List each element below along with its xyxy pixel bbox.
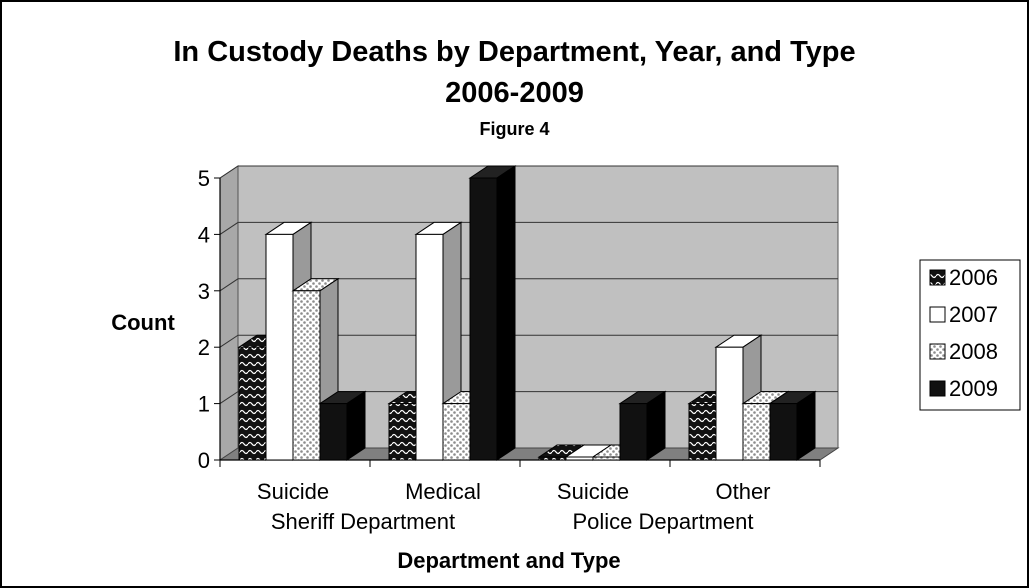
legend-label: 2006 xyxy=(949,265,998,290)
bar-front xyxy=(415,233,444,461)
bar-front xyxy=(688,403,717,461)
bar-front xyxy=(715,346,744,461)
y-tick-label: 2 xyxy=(198,335,210,360)
x-group-label: Sheriff Department xyxy=(271,509,455,534)
y-tick-label: 1 xyxy=(198,392,210,417)
legend-item-2006: 2006 xyxy=(929,265,998,290)
gridline xyxy=(219,278,838,292)
bar-front xyxy=(469,177,498,461)
bar-front xyxy=(442,403,471,461)
chart-title: In Custody Deaths by Department, Year, a… xyxy=(173,36,856,68)
legend-swatch xyxy=(929,343,946,360)
x-category-label: Suicide xyxy=(257,479,329,504)
x-category-label: Other xyxy=(715,479,770,504)
bar-2009-1 xyxy=(468,165,517,461)
bar-front xyxy=(292,290,321,461)
bar-2009-0 xyxy=(318,390,367,461)
legend-item-2008: 2008 xyxy=(929,339,998,364)
gridline xyxy=(219,221,838,235)
gridline xyxy=(219,165,838,179)
x-group-label: Police Department xyxy=(573,509,754,534)
legend-label: 2009 xyxy=(949,376,998,401)
x-category-label: Suicide xyxy=(557,479,629,504)
bar-front xyxy=(592,456,621,461)
x-category-label: Medical xyxy=(405,479,481,504)
legend-swatch xyxy=(929,306,946,323)
plot-side-wall xyxy=(219,165,239,461)
bar-side xyxy=(496,165,516,461)
bar-2007-1 xyxy=(414,221,463,461)
legend-label: 2007 xyxy=(949,302,998,327)
bar-2009-3 xyxy=(768,390,817,461)
y-tick-label: 0 xyxy=(198,448,210,473)
legend-item-2007: 2007 xyxy=(929,302,998,327)
bar-front xyxy=(238,346,267,461)
legend-item-2009: 2009 xyxy=(929,376,998,401)
bar-front xyxy=(619,403,648,461)
figure-label: Figure 4 xyxy=(479,119,550,139)
y-tick-label: 5 xyxy=(198,166,210,191)
bar-front xyxy=(265,233,294,461)
legend-swatch xyxy=(929,269,946,286)
bar-side xyxy=(796,390,816,461)
bar-front xyxy=(742,403,771,461)
x-axis-title: Department and Type xyxy=(397,548,620,573)
y-axis-title: Count xyxy=(111,310,175,335)
gridline xyxy=(219,334,838,348)
bar-side xyxy=(346,390,366,461)
bar-front xyxy=(565,456,594,461)
chart-title-years: 2006-2009 xyxy=(445,77,584,109)
bar-front xyxy=(538,456,567,461)
legend-label: 2008 xyxy=(949,339,998,364)
bar-front xyxy=(319,403,348,461)
bar-front xyxy=(388,403,417,461)
legend-swatch xyxy=(929,380,946,397)
bar-2009-2 xyxy=(618,390,667,461)
bar-side xyxy=(646,390,666,461)
y-tick-label: 4 xyxy=(198,222,210,247)
y-tick-label: 3 xyxy=(198,279,210,304)
bar-front xyxy=(769,403,798,461)
